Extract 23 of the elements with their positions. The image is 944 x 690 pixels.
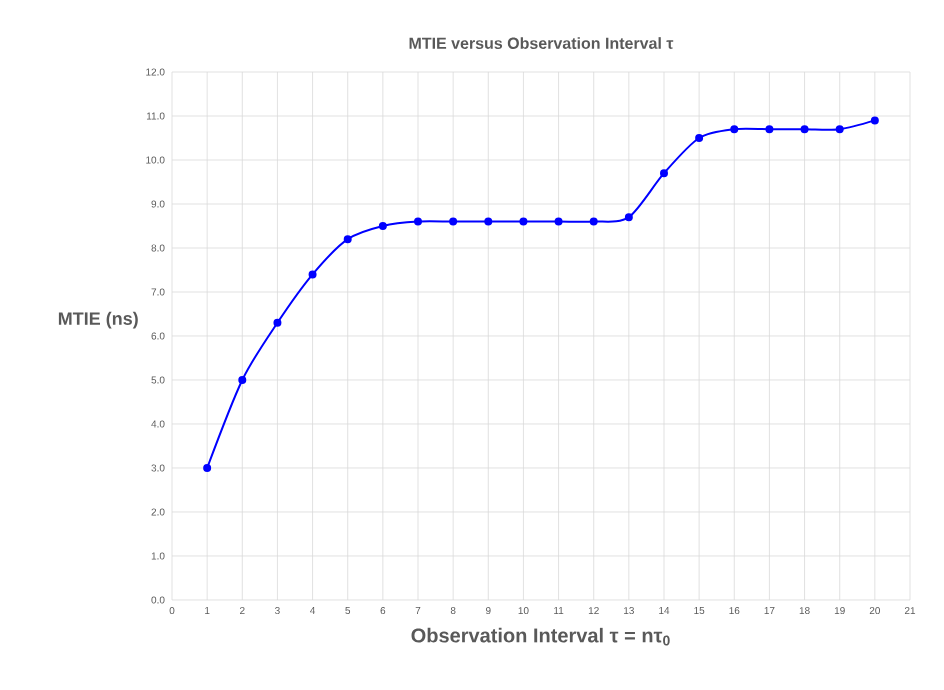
point xyxy=(203,463,212,472)
point xyxy=(273,318,282,327)
point xyxy=(554,217,563,226)
point xyxy=(589,217,598,226)
x-axis-title: Observation Interval τ = nτ$_{0}$ xyxy=(411,627,670,646)
point xyxy=(765,125,774,134)
point xyxy=(343,235,352,244)
point xyxy=(695,133,704,142)
point xyxy=(414,217,422,226)
point xyxy=(449,217,458,226)
point xyxy=(835,125,844,134)
point xyxy=(308,270,317,279)
point xyxy=(238,375,247,384)
point xyxy=(730,125,739,134)
y-axis-title: MTIE (ns) xyxy=(58,311,138,329)
point xyxy=(378,221,387,230)
chart-title: MTIE versus Observation Interval τ xyxy=(409,37,674,49)
point xyxy=(484,217,493,226)
point xyxy=(624,213,633,222)
point xyxy=(870,116,879,125)
point xyxy=(660,169,668,178)
point xyxy=(800,125,809,134)
point xyxy=(519,217,528,226)
